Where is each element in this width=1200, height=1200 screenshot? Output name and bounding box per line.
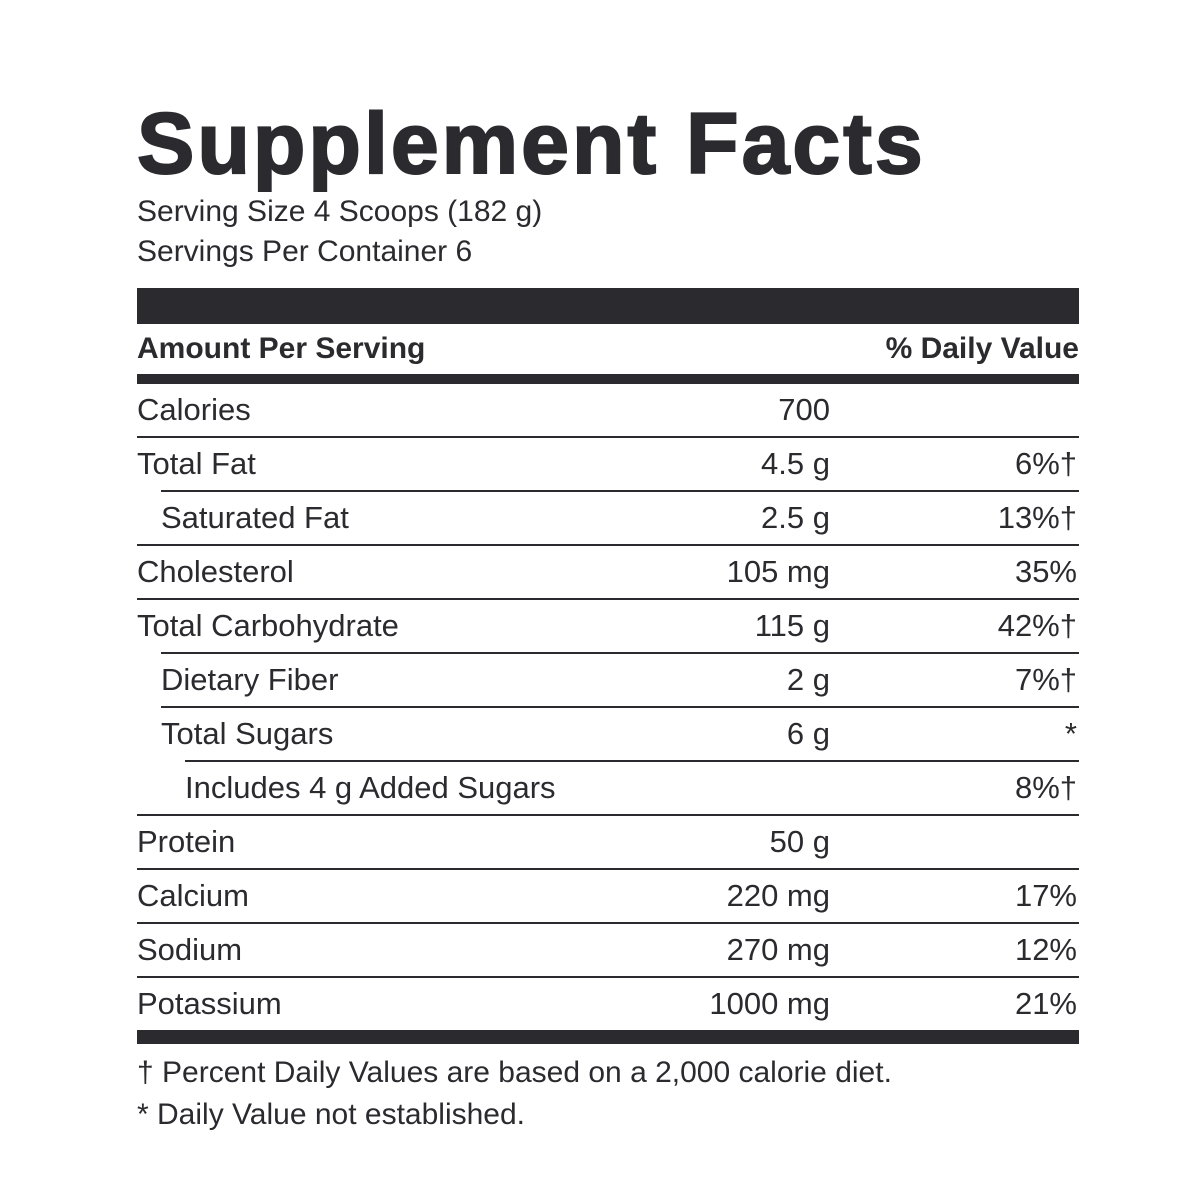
nutrient-amount: 270 mg — [726, 932, 830, 967]
nutrient-dv: * — [1064, 716, 1077, 751]
nutrient-name: Sodium — [137, 932, 243, 967]
title: Supplement Facts — [136, 95, 926, 193]
nutrient-amount: 4.5 g — [761, 446, 830, 481]
nutrient-dv: 17% — [1014, 878, 1077, 913]
nutrient-row: Total Carbohydrate 115 g 42%† — [137, 598, 1079, 652]
nutrient-row: Potassium 1000 mg 21% — [137, 976, 1079, 1030]
nutrient-amount: 115 g — [754, 608, 830, 643]
rule — [137, 1030, 1079, 1044]
nutrient-row: Dietary Fiber 2 g 7%† — [161, 652, 1079, 706]
nutrient-amount: 220 mg — [726, 878, 830, 913]
nutrient-amount: 6 g — [786, 716, 830, 751]
nutrient-name: Dietary Fiber — [161, 662, 339, 697]
rule — [137, 288, 1079, 324]
nutrient-name: Includes 4 g Added Sugars — [185, 770, 556, 805]
nutrient-name: Total Carbohydrate — [137, 608, 399, 643]
nutrient-name: Calories — [137, 392, 251, 427]
nutrient-row: Cholesterol 105 mg 35% — [137, 544, 1079, 598]
nutrient-name: Total Fat — [137, 446, 256, 481]
nutrient-dv: 42%† — [997, 608, 1077, 643]
nutrient-row: Sodium 270 mg 12% — [137, 922, 1079, 976]
footnote: † Percent Daily Values are based on a 2,… — [137, 1056, 892, 1089]
nutrient-dv: 35% — [1014, 554, 1077, 589]
nutrient-row: Calcium 220 mg 17% — [137, 868, 1079, 922]
rule — [137, 374, 1079, 384]
header-row: Amount Per Serving % Daily Value — [137, 324, 1079, 374]
nutrient-row: Saturated Fat 2.5 g 13%† — [161, 490, 1079, 544]
nutrient-amount: 50 g — [769, 824, 830, 859]
nutrient-row: Includes 4 g Added Sugars 8%† — [185, 760, 1079, 814]
nutrient-name: Saturated Fat — [161, 500, 349, 535]
nutrient-name: Cholesterol — [137, 554, 294, 589]
nutrient-dv: 8%† — [1014, 770, 1077, 805]
nutrient-row: Calories 700 — [137, 384, 1079, 436]
nutrient-amount: 2 g — [786, 662, 830, 697]
nutrient-dv: 7%† — [1014, 662, 1077, 697]
nutrient-name: Total Sugars — [161, 716, 334, 751]
nutrient-row: Total Fat 4.5 g 6%† — [137, 436, 1079, 490]
nutrient-dv: 6%† — [1014, 446, 1077, 481]
nutrient-name: Protein — [137, 824, 236, 859]
servings-per-container: Servings Per Container 6 — [137, 235, 473, 268]
header-dv: % Daily Value — [885, 332, 1079, 365]
nutrient-row: Total Sugars 6 g * — [161, 706, 1079, 760]
supplement-label: Supplement Facts Serving Size 4 Scoops (… — [136, 95, 1079, 1136]
nutrient-name: Calcium — [137, 878, 249, 913]
nutrient-dv: 12% — [1014, 932, 1077, 967]
serving-size: Serving Size 4 Scoops (182 g) — [137, 195, 543, 228]
nutrient-row: Protein 50 g — [137, 814, 1079, 868]
footnote: * Daily Value not established. — [137, 1098, 526, 1131]
nutrient-dv: 13%† — [997, 500, 1077, 535]
nutrient-amount: 2.5 g — [761, 500, 830, 535]
nutrient-amount: 1000 mg — [709, 986, 830, 1021]
header-amount: Amount Per Serving — [137, 332, 426, 365]
rows: Calories 700 Total Fat 4.5 g 6%† Saturated Fa… — [137, 384, 1079, 1030]
nutrient-name: Potassium — [137, 986, 282, 1021]
nutrient-amount: 105 mg — [726, 554, 830, 589]
nutrient-dv: 21% — [1014, 986, 1077, 1021]
nutrient-amount: 700 — [778, 392, 830, 427]
